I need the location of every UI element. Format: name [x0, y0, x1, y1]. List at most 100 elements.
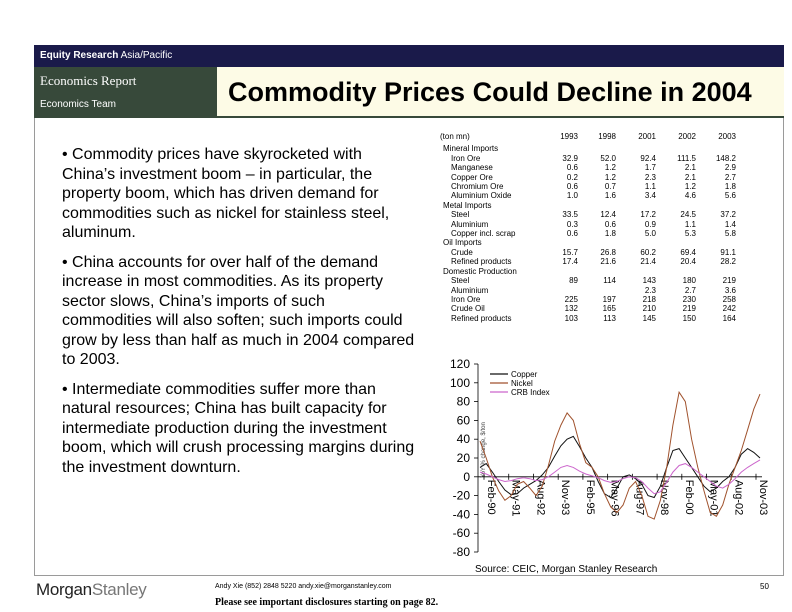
table-cell: 1.2	[604, 172, 616, 182]
table-cell	[656, 267, 696, 276]
table-cell: 164	[722, 313, 736, 323]
table-cell: 2.7	[724, 172, 736, 182]
bullet-item: • Intermediate commodities suffer more t…	[62, 380, 415, 476]
table-cell: 2.9	[724, 163, 736, 173]
table-cell: 1.1	[644, 182, 656, 192]
table-cell: 103	[564, 313, 578, 323]
table-cell: 132	[564, 304, 578, 314]
legend-label: Nickel	[511, 379, 533, 388]
table-cell	[536, 238, 578, 247]
table-cell: 165	[602, 304, 616, 314]
section-label: Equity Research	[40, 50, 119, 61]
disclosure-note: Please see important disclosures startin…	[215, 597, 439, 608]
year-header: 2001	[638, 132, 656, 141]
x-tick-label: Aug-97	[633, 480, 645, 515]
row-label: Crude	[451, 247, 473, 257]
table-cell: 1.1	[684, 219, 696, 229]
table-cell	[578, 238, 616, 247]
source-note: Source: CEIC, Morgan Stanley Research	[475, 564, 658, 575]
table-row: Manganese 0.6 1.2 1.7 2.1 2.9	[440, 163, 736, 172]
table-cell	[578, 286, 616, 295]
x-tick-label: Nov-93	[559, 480, 571, 515]
bullet-item: • Commodity prices have skyrocketed with…	[62, 146, 390, 241]
row-label: Aluminium	[451, 219, 489, 229]
table-cell: 5.8	[724, 229, 736, 239]
y-tick-label: 20	[457, 451, 471, 465]
table-row: Crude Oil 132 165 210 219 242	[440, 304, 736, 313]
report-type: Economics Report	[40, 73, 137, 88]
table-cell: 150	[682, 313, 696, 323]
table-cell: 218	[642, 294, 656, 304]
table-cell: 91.1	[720, 247, 736, 257]
table-cell: 180	[682, 276, 696, 286]
table-row: Iron Ore 225 197 218 230 258	[440, 295, 736, 304]
row-label: Aluminium	[451, 285, 489, 295]
y-tick-label: 80	[457, 395, 471, 409]
unit-label: (ton mn)	[440, 132, 470, 141]
table-cell: 28.2	[720, 257, 736, 267]
legend-label: CRB Index	[511, 388, 550, 397]
table-cell: 5.3	[684, 229, 696, 239]
table-cell: 143	[642, 276, 656, 286]
y-tick-label: 100	[450, 376, 470, 390]
table-cell	[578, 201, 616, 210]
row-label: Refined products	[451, 313, 512, 323]
analyst-contact: Andy Xie (852) 2848 5220 andy.xie@morgan…	[215, 583, 392, 590]
table-cell: 2.3	[644, 285, 656, 295]
table-cell: 219	[722, 276, 736, 286]
row-label: Oil Imports	[443, 238, 482, 248]
year-header: 2002	[678, 132, 696, 141]
table-cell: 52.0	[600, 153, 616, 163]
table-cell: 1.2	[604, 163, 616, 173]
table-cell: 21.4	[640, 257, 656, 267]
table-cell	[536, 144, 578, 153]
table-cell: 15.7	[562, 247, 578, 257]
table-cell: 111.5	[677, 153, 696, 163]
row-label: Chromium Ore	[451, 182, 504, 192]
region-label: Asia/Pacific	[120, 50, 173, 61]
x-tick-label: Aug-02	[732, 480, 744, 515]
y-tick-label: -20	[453, 489, 471, 503]
row-label: Copper Ore	[451, 172, 493, 182]
table-cell: 17.2	[640, 210, 656, 220]
table-row: Copper incl. scrap 0.6 1.8 5.0 5.3 5.8	[440, 229, 736, 238]
table-cell: 89	[569, 276, 578, 286]
row-label: Mineral Imports	[443, 144, 499, 154]
y-tick-label: -80	[453, 545, 471, 559]
row-label: Steel	[451, 276, 470, 286]
table-cell: 5.6	[724, 191, 736, 201]
table-cell: 21.6	[600, 257, 616, 267]
table-cell: 24.5	[680, 210, 696, 220]
table-cell	[656, 201, 696, 210]
x-tick-label: Aug-92	[534, 480, 546, 515]
table-cell	[616, 201, 656, 210]
table-cell	[578, 267, 616, 276]
table-cell	[578, 144, 616, 153]
table-cell: 258	[722, 294, 736, 304]
row-label: Aluminium Oxide	[451, 191, 512, 201]
y-tick-label: 0	[463, 470, 470, 484]
logo-morgan: Morgan	[36, 580, 92, 599]
table-cell: 60.2	[640, 247, 656, 257]
table-cell	[696, 238, 736, 247]
table-row: Oil Imports	[440, 238, 736, 247]
row-label: Metal Imports	[443, 200, 492, 210]
series-line	[479, 459, 761, 495]
table-row: Steel 89 114 143 180 219	[440, 276, 736, 285]
table-cell: 113	[603, 313, 616, 323]
table-cell	[536, 286, 578, 295]
table-row: Refined products 103 113 145 150 164	[440, 314, 736, 323]
table-cell	[696, 267, 736, 276]
table-cell	[656, 238, 696, 247]
table-cell: 2.7	[684, 285, 696, 295]
y-axis-label: YoY % change, $/ton	[481, 422, 487, 478]
team-name: Economics Team	[40, 99, 116, 110]
x-tick-label: Feb-00	[683, 480, 695, 515]
table-cell: 20.4	[680, 257, 696, 267]
table-row: Crude 15.7 26.8 60.2 69.4 91.1	[440, 248, 736, 257]
table-cell: 0.6	[566, 163, 578, 173]
table-cell	[696, 201, 736, 210]
divider	[34, 116, 784, 118]
y-tick-label: 40	[457, 432, 471, 446]
table-row: Aluminium 0.3 0.6 0.9 1.1 1.4	[440, 220, 736, 229]
